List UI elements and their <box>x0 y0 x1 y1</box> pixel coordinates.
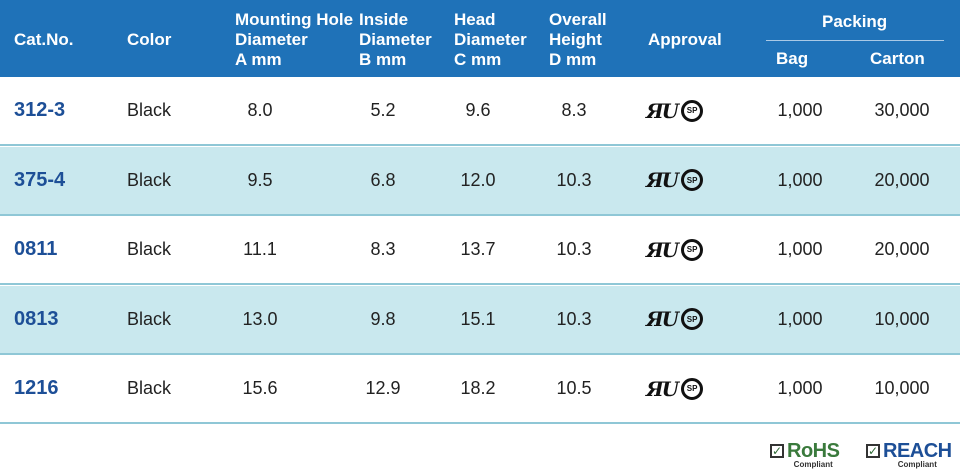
ul-recognized-icon: ЯU <box>646 237 679 262</box>
csa-certified-icon: SP <box>681 238 704 261</box>
cell-cat-no: 1216 <box>14 377 59 399</box>
cell-color: Black <box>127 169 172 190</box>
cell-inside-b: 5.2 <box>370 100 396 120</box>
cell-bag: 1,000 <box>777 169 823 190</box>
approval-marks: ЯU SP <box>646 147 726 214</box>
header-color: Color <box>127 30 172 49</box>
header-mounting-hole: Mounting Hole Diameter A mm <box>235 10 354 69</box>
cell-head-c: 15.1 <box>460 308 496 329</box>
cell-bag: 1,000 <box>777 378 823 398</box>
reach-check-icon: ✓ <box>866 444 880 458</box>
header-cat-no: Cat.No. <box>14 30 74 49</box>
header-head-diameter: Head Diameter C mm <box>454 10 527 69</box>
packing-divider <box>766 40 944 41</box>
cell-overall-d: 10.3 <box>556 169 592 190</box>
reach-badge: ✓ REACH Compliant <box>866 441 952 469</box>
cell-bag: 1,000 <box>777 239 823 259</box>
cell-carton: 20,000 <box>874 169 930 190</box>
cell-mounting-a: 13.0 <box>242 308 278 329</box>
table-row: 1216 Black 15.6 12.9 18.2 10.5 1,000 10,000 ЯU SP <box>0 355 960 424</box>
cell-color: Black <box>127 308 172 329</box>
rohs-badge: ✓ RoHS Compliant <box>770 440 840 469</box>
cell-mounting-a: 15.6 <box>242 378 278 398</box>
cell-mounting-a: 9.5 <box>247 169 273 190</box>
header-approval: Approval <box>648 30 722 49</box>
cell-carton: 10,000 <box>874 308 930 329</box>
cell-inside-b: 9.8 <box>370 308 396 329</box>
cell-overall-d: 10.3 <box>556 239 592 259</box>
approval-marks: ЯU SP <box>646 77 726 144</box>
cell-carton: 30,000 <box>874 100 930 120</box>
ul-recognized-icon: ЯU <box>646 376 679 401</box>
cell-mounting-a: 11.1 <box>243 239 277 259</box>
table-row: 0813 Black 13.0 9.8 15.1 10.3 1,000 10,000 ЯU SP <box>0 285 960 355</box>
table-row: 0811 Black 11.1 8.3 13.7 10.3 1,000 20,000 ЯU SP <box>0 216 960 285</box>
csa-certified-icon: SP <box>681 377 704 400</box>
header-overall-height: Overall Height D mm <box>549 10 607 69</box>
cell-inside-b: 8.3 <box>370 239 396 259</box>
cell-inside-b: 12.9 <box>365 378 401 398</box>
cell-head-c: 9.6 <box>465 100 491 120</box>
cell-color: Black <box>127 378 172 398</box>
ul-recognized-icon: ЯU <box>646 307 679 331</box>
header-bag: Bag <box>776 49 809 68</box>
cell-carton: 10,000 <box>874 378 930 398</box>
cell-head-c: 13.7 <box>460 239 496 259</box>
header-carton: Carton <box>870 49 925 68</box>
cell-mounting-a: 8.0 <box>247 100 273 120</box>
reach-label: REACH <box>883 440 952 462</box>
cell-cat-no: 0813 <box>14 307 59 330</box>
cell-bag: 1,000 <box>777 100 823 120</box>
cell-cat-no: 312-3 <box>14 99 66 121</box>
header-inside-diameter: Inside Diameter B mm <box>359 10 432 69</box>
cell-head-c: 12.0 <box>460 169 496 190</box>
table-header: Cat.No. Color Mounting Hole Diameter A m… <box>0 0 960 77</box>
table-row: 375-4 Black 9.5 6.8 12.0 10.3 1,000 20,000 ЯU SP <box>0 146 960 216</box>
approval-marks: ЯU SP <box>646 216 726 283</box>
cell-cat-no: 375-4 <box>14 168 66 191</box>
csa-certified-icon: SP <box>681 169 704 191</box>
cell-overall-d: 8.3 <box>561 100 587 120</box>
ul-recognized-icon: ЯU <box>646 168 679 192</box>
rohs-sub-label: Compliant <box>793 460 833 469</box>
approval-marks: ЯU SP <box>646 355 726 422</box>
cell-head-c: 18.2 <box>460 378 496 398</box>
table-row: 312-3 Black 8.0 5.2 9.6 8.3 1,000 30,000 ЯU SP <box>0 77 960 146</box>
cell-overall-d: 10.5 <box>556 378 592 398</box>
approval-marks: ЯU SP <box>646 286 726 353</box>
rohs-label: RoHS <box>787 440 840 462</box>
rohs-check-icon: ✓ <box>770 444 784 458</box>
cell-bag: 1,000 <box>777 308 823 329</box>
ul-recognized-icon: ЯU <box>646 98 679 123</box>
cell-color: Black <box>127 239 172 259</box>
csa-certified-icon: SP <box>681 99 704 122</box>
reach-sub-label: Compliant <box>897 460 937 469</box>
cell-cat-no: 0811 <box>14 238 58 260</box>
csa-certified-icon: SP <box>681 308 704 330</box>
cell-color: Black <box>127 100 172 120</box>
cell-overall-d: 10.3 <box>556 308 592 329</box>
cell-inside-b: 6.8 <box>370 169 396 190</box>
cell-carton: 20,000 <box>874 239 930 259</box>
header-packing: Packing <box>822 12 888 31</box>
